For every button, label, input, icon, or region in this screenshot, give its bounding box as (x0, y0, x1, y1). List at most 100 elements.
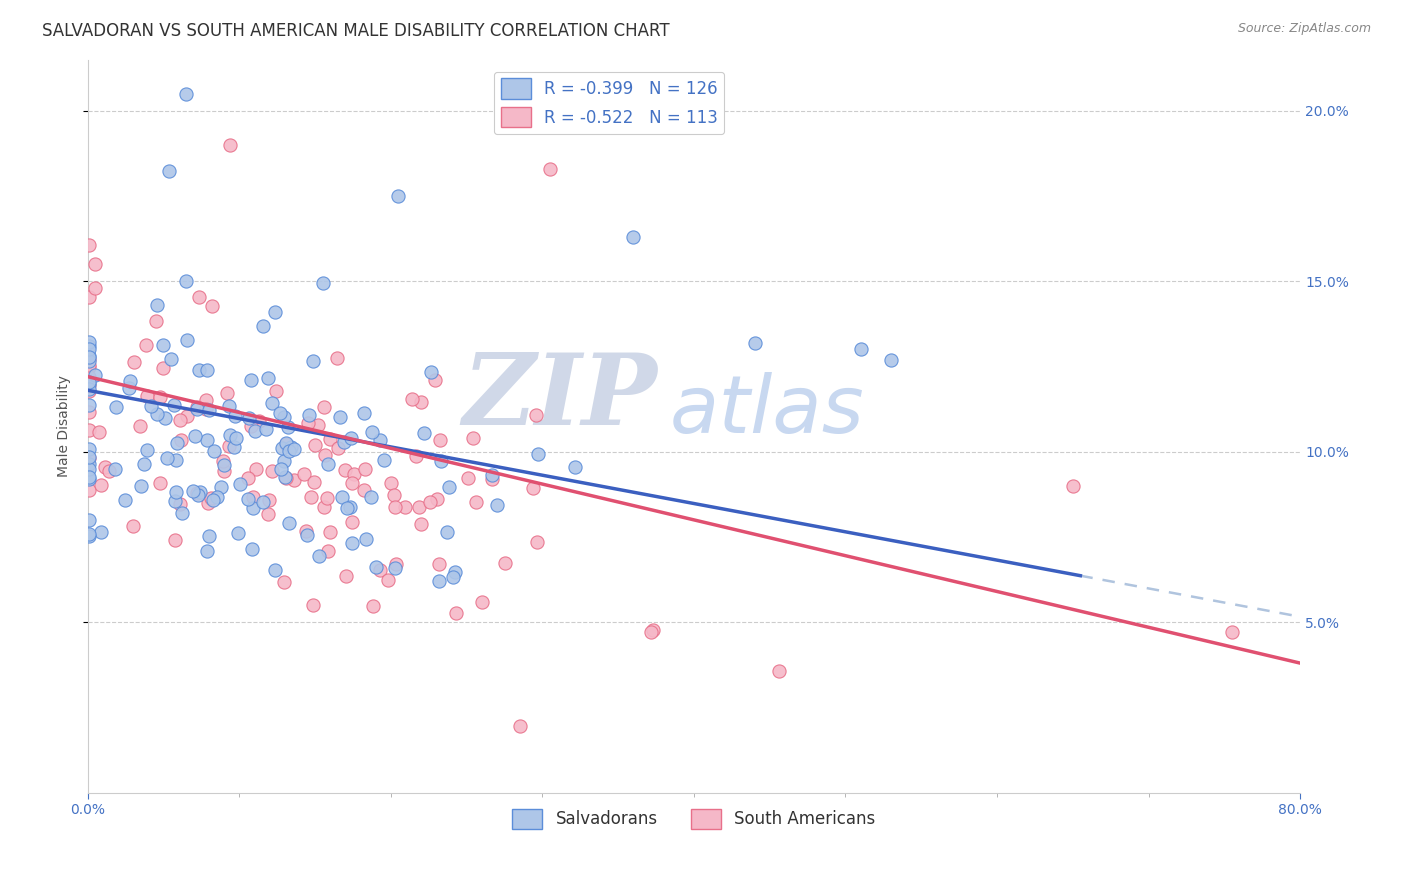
Point (152, 360, 174, 375)
Point (245, 462, 267, 476)
Point (471, 595, 494, 609)
Point (79, 349, 101, 363)
Point (90, 524, 112, 539)
Point (132, 457, 155, 471)
Point (744, 335, 766, 350)
Point (318, 544, 340, 558)
Point (380, 475, 402, 490)
Point (426, 492, 449, 507)
Point (79, 377, 101, 392)
Point (160, 351, 183, 366)
Text: ZIP: ZIP (463, 349, 658, 445)
Point (437, 480, 460, 494)
Point (444, 606, 467, 620)
Point (212, 454, 235, 468)
Point (254, 422, 277, 436)
Point (342, 516, 364, 530)
Point (509, 718, 531, 732)
Point (304, 438, 326, 452)
Point (333, 435, 356, 450)
Point (522, 481, 544, 495)
Point (768, 664, 790, 678)
Point (377, 573, 399, 587)
Point (368, 433, 391, 447)
Point (297, 417, 319, 431)
Point (419, 494, 441, 508)
Point (129, 479, 152, 493)
Point (79, 375, 101, 389)
Point (149, 390, 172, 404)
Point (640, 624, 662, 639)
Point (79, 339, 101, 353)
Point (342, 475, 364, 490)
Point (252, 494, 274, 508)
Point (146, 407, 169, 421)
Point (79, 342, 101, 356)
Point (170, 506, 193, 520)
Point (239, 418, 262, 433)
Point (368, 563, 391, 577)
Point (163, 533, 186, 548)
Legend: Salvadorans, South Americans: Salvadorans, South Americans (506, 802, 883, 836)
Point (283, 473, 305, 487)
Point (419, 365, 441, 379)
Point (307, 417, 329, 432)
Point (849, 343, 872, 357)
Point (79, 451, 101, 466)
Point (197, 433, 219, 447)
Point (219, 137, 242, 152)
Point (353, 462, 375, 476)
Point (326, 441, 349, 455)
Point (361, 425, 384, 439)
Point (79, 457, 101, 471)
Point (195, 363, 218, 377)
Point (274, 437, 297, 451)
Point (295, 524, 318, 538)
Point (186, 402, 208, 417)
Text: SALVADORAN VS SOUTH AMERICAN MALE DISABILITY CORRELATION CHART: SALVADORAN VS SOUTH AMERICAN MALE DISABI… (42, 22, 669, 40)
Point (79, 358, 101, 372)
Point (302, 354, 325, 368)
Point (342, 467, 364, 482)
Point (409, 516, 432, 531)
Point (194, 393, 217, 408)
Point (79, 442, 101, 457)
Point (207, 490, 229, 504)
Point (315, 491, 337, 505)
Point (197, 529, 219, 543)
Point (441, 570, 464, 584)
Point (277, 443, 299, 458)
Point (79, 377, 101, 392)
Point (181, 483, 204, 498)
Point (340, 536, 363, 550)
Point (312, 276, 335, 290)
Point (225, 431, 247, 445)
Point (280, 440, 302, 454)
Point (312, 500, 335, 515)
Point (270, 461, 292, 475)
Point (353, 407, 375, 421)
Point (314, 448, 336, 462)
Point (387, 189, 409, 203)
Point (526, 535, 548, 549)
Point (436, 524, 458, 539)
Point (353, 483, 375, 497)
Point (429, 434, 451, 448)
Point (277, 516, 299, 531)
Point (141, 399, 163, 413)
Point (218, 399, 240, 413)
Point (373, 453, 395, 467)
Point (187, 363, 209, 377)
Point (240, 542, 263, 557)
Point (104, 400, 127, 414)
Point (494, 556, 516, 570)
Point (218, 440, 240, 454)
Point (79, 470, 101, 484)
Point (409, 395, 432, 409)
Point (564, 459, 586, 474)
Point (527, 447, 550, 461)
Point (79, 472, 101, 486)
Point (187, 290, 209, 304)
Point (218, 427, 240, 442)
Point (394, 500, 416, 514)
